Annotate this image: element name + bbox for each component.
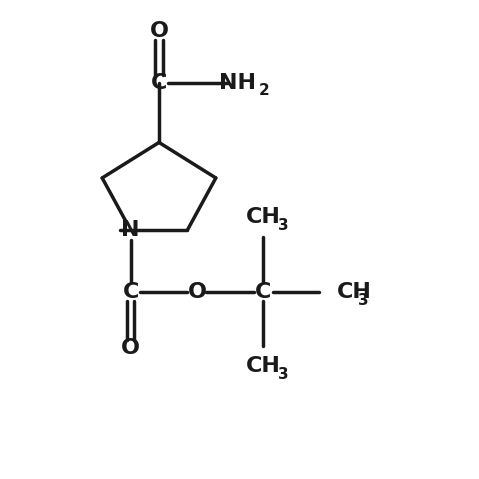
Text: N: N: [121, 220, 140, 240]
Text: O: O: [187, 282, 206, 302]
Text: CH: CH: [246, 356, 281, 376]
Text: O: O: [121, 338, 140, 358]
Text: 3: 3: [278, 367, 288, 382]
Text: 3: 3: [278, 218, 288, 233]
Text: C: C: [255, 282, 272, 302]
Text: NH: NH: [218, 73, 256, 93]
Text: O: O: [149, 21, 169, 41]
Text: 3: 3: [358, 293, 369, 308]
Text: C: C: [123, 282, 139, 302]
Text: 2: 2: [259, 83, 270, 98]
Text: C: C: [151, 73, 167, 93]
Text: CH: CH: [246, 207, 281, 227]
Text: CH: CH: [337, 282, 371, 302]
